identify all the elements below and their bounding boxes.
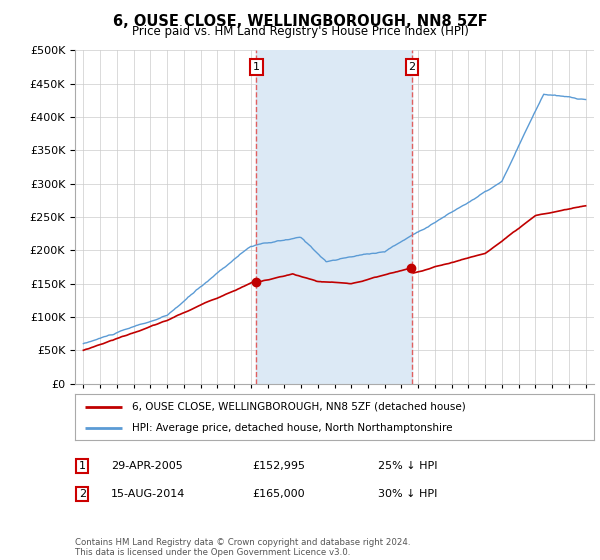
Text: 2: 2 <box>408 62 415 72</box>
Text: 1: 1 <box>79 461 86 471</box>
Text: £152,995: £152,995 <box>252 461 305 471</box>
Text: 25% ↓ HPI: 25% ↓ HPI <box>378 461 437 471</box>
Text: £165,000: £165,000 <box>252 489 305 499</box>
Text: 6, OUSE CLOSE, WELLINGBOROUGH, NN8 5ZF: 6, OUSE CLOSE, WELLINGBOROUGH, NN8 5ZF <box>113 14 487 29</box>
Bar <box>256 50 412 384</box>
Text: HPI: Average price, detached house, North Northamptonshire: HPI: Average price, detached house, Nort… <box>132 423 452 433</box>
Text: 29-APR-2005: 29-APR-2005 <box>111 461 183 471</box>
Text: 2: 2 <box>79 489 86 499</box>
Text: Contains HM Land Registry data © Crown copyright and database right 2024.
This d: Contains HM Land Registry data © Crown c… <box>75 538 410 557</box>
Text: Price paid vs. HM Land Registry's House Price Index (HPI): Price paid vs. HM Land Registry's House … <box>131 25 469 38</box>
Text: 30% ↓ HPI: 30% ↓ HPI <box>378 489 437 499</box>
Text: 6, OUSE CLOSE, WELLINGBOROUGH, NN8 5ZF (detached house): 6, OUSE CLOSE, WELLINGBOROUGH, NN8 5ZF (… <box>132 402 466 412</box>
Text: 15-AUG-2014: 15-AUG-2014 <box>111 489 185 499</box>
Text: 1: 1 <box>253 62 260 72</box>
